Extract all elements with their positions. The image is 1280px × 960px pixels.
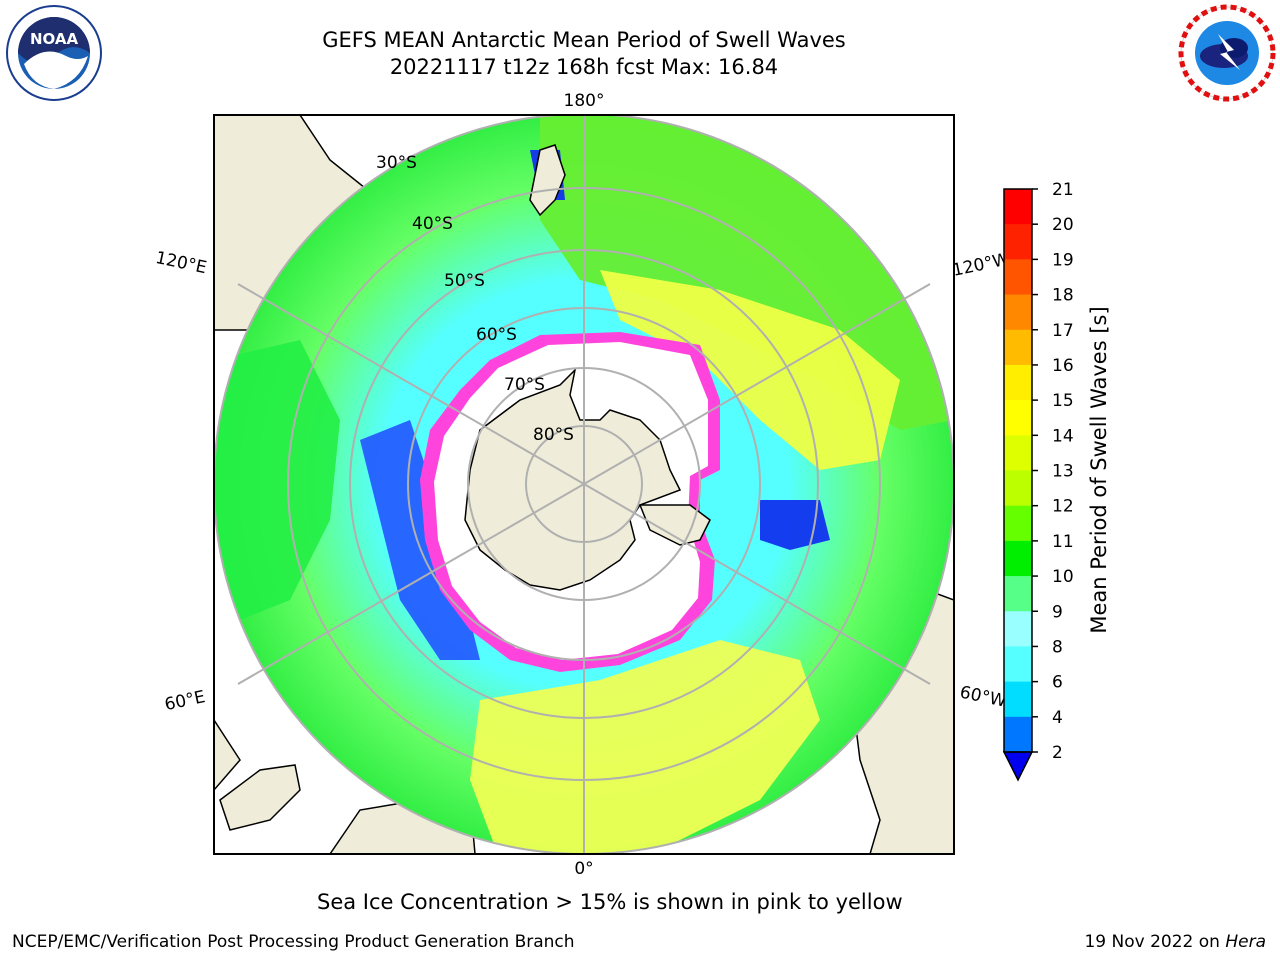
colorbar-tick-label: 15 (1052, 391, 1074, 411)
colorbar-tick-label: 19 (1052, 250, 1074, 270)
lat-label-40s: 40°S (412, 214, 453, 234)
swell-region-yellow-south (470, 640, 820, 854)
colorbar-segment (1004, 400, 1032, 436)
colorbar-tick-label: 11 (1052, 532, 1074, 552)
land-madagascar (219, 764, 301, 831)
colorbar-segment (1004, 294, 1032, 331)
land-antarctica (464, 367, 682, 591)
colorbar-segment (1004, 505, 1032, 542)
swell-region-blue-east (760, 500, 830, 550)
colorbar-segment (1004, 224, 1032, 260)
lon-label-120e: 120°E (154, 248, 209, 278)
colorbar-tick-label: 17 (1052, 321, 1074, 341)
land-new-zealand (529, 144, 566, 217)
colorbar-segment (1004, 364, 1032, 401)
footer-credit: NCEP/EMC/Verification Post Processing Pr… (12, 932, 575, 952)
swell-region-yellow-east (600, 270, 900, 470)
colorbar-segment (1004, 540, 1032, 577)
lat-label-50s: 50°S (444, 271, 485, 291)
colorbar-extend-triangle (1002, 751, 1034, 782)
colorbar-segment (1004, 646, 1032, 683)
map-area (214, 115, 954, 854)
colorbar-tick-label: 2 (1052, 743, 1063, 763)
colorbar-segment (1004, 329, 1032, 366)
colorbar-tick-label: 20 (1052, 215, 1074, 235)
colorbar-tick-label: 14 (1052, 426, 1074, 446)
lat-label-60s: 60°S (476, 325, 517, 345)
colorbar-tick-label: 6 (1052, 673, 1063, 693)
colorbar-segment (1004, 470, 1032, 507)
lon-label-60e: 60°E (163, 687, 207, 715)
colorbar-tick-label: 10 (1052, 567, 1074, 587)
lon-label-0: 0° (574, 859, 593, 879)
swell-region-green-west (214, 340, 340, 620)
nws-logo-icon (1178, 4, 1276, 102)
colorbar-segment (1004, 611, 1032, 647)
colorbar-tick-label: 16 (1052, 356, 1074, 376)
lon-label-180: 180° (564, 91, 605, 111)
colorbar-tick-label: 12 (1052, 497, 1074, 517)
colorbar-segment (1004, 576, 1032, 612)
colorbar-segment (1004, 681, 1032, 718)
colorbar-segment (1004, 435, 1032, 471)
colorbar-segment (1004, 189, 1032, 225)
lat-label-80s: 80°S (533, 425, 574, 445)
colorbar-tick-label: 4 (1052, 708, 1063, 728)
footer-host: Hera (1225, 932, 1266, 952)
noaa-logo-text: NOAA (30, 30, 79, 48)
noaa-logo-icon: NOAA (6, 5, 102, 101)
colorbar-tick-label: 18 (1052, 286, 1074, 306)
map-title: GEFS MEAN Antarctic Mean Period of Swell… (322, 28, 846, 52)
lon-label-120w: 120°W (951, 249, 1012, 281)
map-frame (213, 114, 955, 855)
lat-label-70s: 70°S (504, 375, 545, 395)
colorbar-segment (1004, 716, 1032, 753)
land-antarctic-peninsula (638, 504, 711, 546)
lat-label-30s: 30°S (376, 153, 417, 173)
colorbar-tick-label: 13 (1052, 462, 1074, 482)
colorbar-tick-label: 9 (1052, 602, 1063, 622)
land-north-corner (214, 718, 241, 792)
footer-date: 19 Nov 2022 on Hera (1084, 932, 1266, 952)
colorbar-segment (1004, 259, 1032, 296)
sea-ice-caption: Sea Ice Concentration > 15% is shown in … (317, 890, 903, 914)
colorbar: 21 20 19 18 17 16 15 14 13 12 11 10 9 8 6 4 2 (1002, 180, 1074, 782)
colorbar-tick-label: 21 (1052, 180, 1074, 200)
footer-date-text: 19 Nov 2022 on (1084, 932, 1226, 952)
colorbar-tick-label: 8 (1052, 637, 1063, 657)
lon-label-60w: 60°W (958, 682, 1008, 711)
map-subtitle: 20221117 t12z 168h fcst Max: 16.84 (389, 55, 779, 79)
meridian-lines (237, 115, 931, 854)
colorbar-label: Mean Period of Swell Waves [s] (1087, 306, 1111, 633)
